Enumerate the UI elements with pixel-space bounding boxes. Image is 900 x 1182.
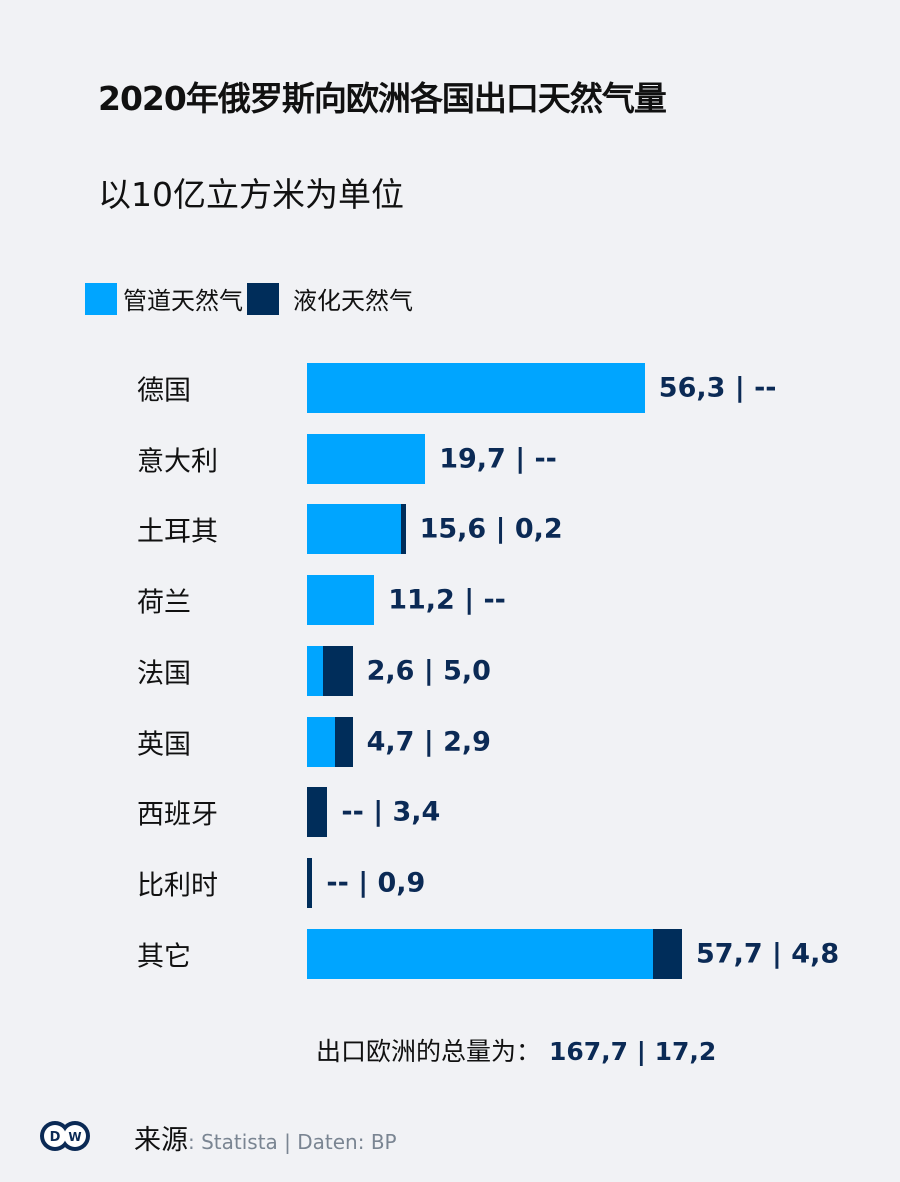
svg-text:D: D: [50, 1130, 61, 1145]
legend: 管道天然气 液化天然气: [85, 281, 413, 316]
source-text: : Statista | Daten: BP: [188, 1130, 397, 1154]
category-label: 西班牙: [137, 799, 218, 831]
bar-lng: [400, 504, 406, 555]
data-label: 2,6 | 5,0: [366, 655, 491, 687]
svg-text:W: W: [68, 1130, 81, 1144]
legend-swatch-pipeline: [85, 282, 117, 315]
bar-pipeline: [307, 504, 401, 555]
bar-pipeline: [307, 716, 336, 767]
total-line: 出口欧洲的总量为： 167,7 | 17,2: [316, 1032, 716, 1068]
data-label: -- | 0,9: [326, 867, 426, 899]
data-label: 4,7 | 2,9: [366, 726, 491, 757]
bar-pipeline: [307, 645, 323, 696]
data-label: 57,7 | 4,8: [696, 938, 840, 970]
category-label: 德国: [137, 375, 191, 407]
bar-pipeline: [307, 363, 645, 413]
data-label: 11,2 | --: [388, 584, 506, 616]
source: 来源: Statista | Daten: BP: [134, 1118, 397, 1157]
category-label: 意大利: [137, 446, 218, 478]
data-label: 15,6 | 0,2: [419, 513, 563, 545]
category-label: 荷兰: [137, 587, 191, 619]
bar-lng: [307, 857, 313, 908]
category-label: 其它: [137, 941, 191, 973]
chart-title: 2020年俄罗斯向欧洲各国出口天然气量: [98, 79, 667, 118]
bar-lng: [653, 928, 682, 979]
bar-pipeline: [307, 928, 654, 979]
data-label: 56,3 | --: [658, 372, 777, 404]
total-label: 出口欧洲的总量为：: [316, 1037, 542, 1066]
total-value: 167,7 | 17,2: [548, 1037, 717, 1066]
category-label: 土耳其: [137, 516, 218, 548]
bar-lng: [335, 716, 353, 767]
category-label: 法国: [137, 658, 191, 690]
data-label: 19,7 | --: [439, 443, 557, 475]
legend-swatch-lng: [247, 282, 279, 315]
legend-label-pipeline: 管道天然气: [123, 287, 243, 315]
category-label: 英国: [137, 729, 191, 760]
category-label: 比利时: [137, 870, 218, 902]
bar-lng: [322, 645, 353, 696]
source-label: 来源: [134, 1125, 188, 1156]
legend-label-lng: 液化天然气: [293, 287, 413, 315]
bar-pipeline: [307, 575, 375, 626]
dw-logo-icon: D W: [40, 1121, 90, 1151]
bar-lng: [307, 787, 328, 838]
data-label: -- | 3,4: [341, 796, 441, 828]
bar-pipeline: [307, 433, 426, 484]
chart-subtitle: 以10亿立方米为单位: [98, 175, 404, 214]
